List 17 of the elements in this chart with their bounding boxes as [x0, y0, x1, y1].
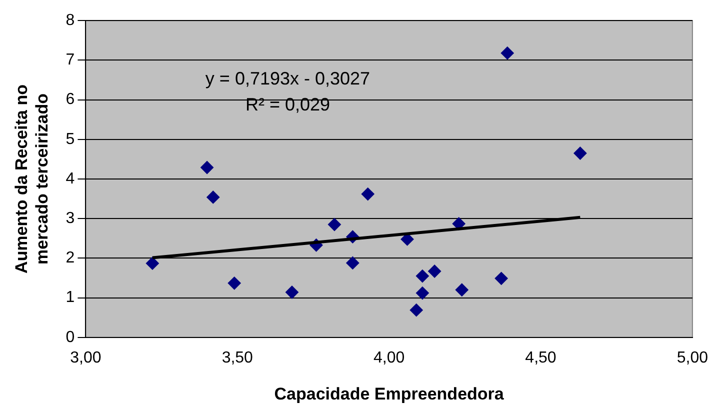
y-tick-label: 1 — [66, 289, 75, 306]
y-tick-label: 3 — [66, 210, 75, 228]
y-tick-label: 8 — [66, 12, 75, 30]
y-tick-label: 4 — [66, 170, 75, 188]
y-tick-label: 5 — [66, 130, 75, 148]
y-tick-label: 6 — [66, 91, 75, 108]
y-axis-title: Aumento da Receita no mercado terceirizado — [12, 84, 52, 274]
x-axis-title: Capacidade Empreendedora — [274, 384, 504, 404]
x-tick-label: 5,00 — [676, 349, 708, 366]
x-tick-label: 3,50 — [222, 349, 254, 366]
y-tick-label: 2 — [66, 250, 75, 267]
y-tick-label: 7 — [66, 52, 75, 69]
x-tick-label: 4,50 — [525, 349, 556, 366]
y-tick-label: 0 — [66, 328, 75, 346]
annotation: y = 0,7193x - 0,3027 — [205, 68, 370, 89]
x-tick-label: 4,00 — [373, 349, 405, 366]
x-tick-label: 3,00 — [70, 349, 102, 366]
